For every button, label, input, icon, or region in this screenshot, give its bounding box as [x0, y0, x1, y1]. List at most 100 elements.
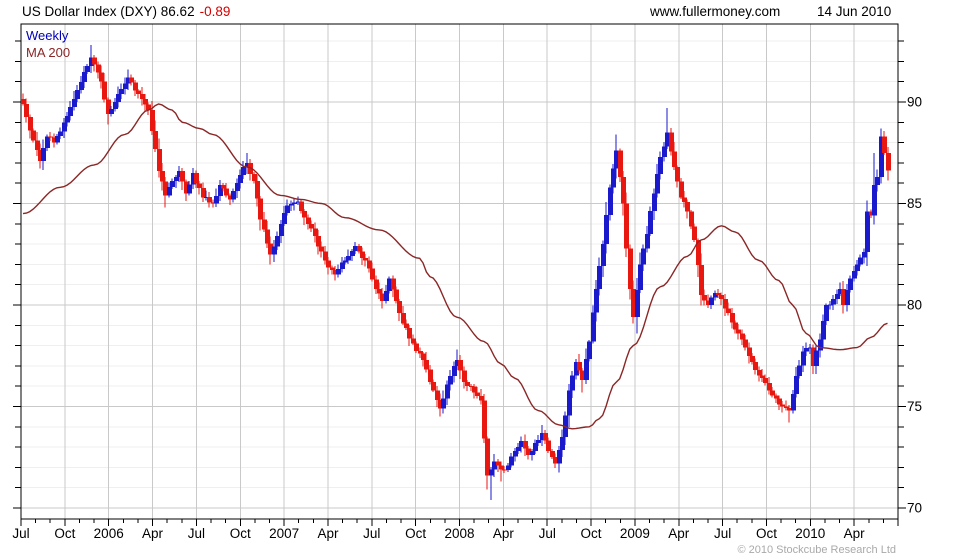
candle: [519, 436, 524, 453]
candle: [685, 199, 690, 219]
candle: [747, 342, 752, 364]
candle: [465, 380, 470, 392]
candle: [513, 447, 518, 462]
x-axis-label: Jul: [12, 526, 29, 541]
x-axis-label: Oct: [581, 526, 602, 541]
candle: [679, 177, 684, 200]
candle: [841, 280, 846, 314]
candle: [41, 139, 46, 170]
candle: [669, 127, 674, 156]
candle: [363, 254, 368, 267]
x-axis-label: Apr: [844, 526, 866, 541]
candle: [191, 168, 196, 189]
candle: [611, 164, 616, 194]
y-axis-label: 80: [907, 298, 922, 313]
candle: [526, 445, 531, 460]
candle: [530, 448, 535, 461]
candle: [784, 400, 789, 411]
candle: [614, 134, 619, 179]
candle: [546, 437, 551, 453]
candle: [177, 166, 182, 183]
x-axis-label: Apr: [317, 526, 339, 541]
candle: [326, 256, 331, 275]
candle: [848, 275, 853, 293]
candle: [99, 65, 104, 89]
candle: [479, 388, 484, 405]
candle: [445, 380, 450, 405]
candle: [353, 241, 358, 254]
candle: [153, 120, 158, 152]
x-axis-label: Apr: [493, 526, 515, 541]
x-axis-label: Oct: [405, 526, 426, 541]
candle: [401, 306, 406, 326]
candle: [384, 284, 389, 304]
candle: [218, 180, 223, 201]
candle: [211, 199, 216, 208]
x-axis-label: Jul: [363, 526, 380, 541]
candle: [648, 206, 653, 237]
candle: [235, 178, 240, 198]
candle: [282, 206, 287, 226]
candle: [777, 395, 782, 410]
candle: [858, 254, 863, 267]
candle: [275, 231, 280, 250]
candle: [753, 358, 758, 375]
candle: [92, 54, 97, 72]
candle: [496, 458, 501, 472]
candle: [672, 142, 677, 170]
candle: [862, 248, 867, 264]
candle: [726, 302, 731, 316]
candle: [170, 178, 175, 190]
candle: [567, 384, 572, 427]
candle: [330, 265, 335, 275]
instrument-title: US Dollar Index (DXY) 86.62: [22, 4, 195, 19]
candle: [255, 174, 260, 207]
candle: [407, 325, 412, 346]
candle: [774, 393, 779, 403]
candle: [289, 200, 294, 211]
candle: [641, 244, 646, 272]
candle: [113, 98, 118, 112]
candle: [709, 295, 714, 310]
candle: [52, 133, 57, 148]
candle: [618, 148, 623, 182]
candle: [540, 424, 545, 446]
candle: [730, 307, 735, 329]
candle: [733, 320, 738, 334]
candle: [719, 292, 724, 306]
candle: [38, 143, 43, 169]
candle: [635, 278, 640, 334]
candle: [285, 199, 290, 216]
candle: [801, 345, 806, 372]
y-axis-label: 90: [907, 95, 922, 110]
candle: [418, 347, 423, 358]
candle: [750, 352, 755, 365]
candle: [482, 393, 487, 443]
candle: [506, 463, 511, 472]
candle: [811, 344, 816, 375]
candle: [808, 343, 813, 354]
legend-weekly-label: Weekly: [26, 28, 69, 43]
candle: [845, 283, 850, 312]
candle: [231, 188, 236, 203]
candle: [306, 214, 311, 230]
candle: [201, 182, 206, 203]
x-axis-label: 2009: [620, 526, 650, 541]
candle: [89, 45, 94, 73]
candle: [140, 86, 145, 106]
candle: [828, 300, 833, 310]
candle: [370, 262, 375, 282]
candle: [126, 69, 131, 90]
candle: [536, 435, 541, 447]
candle: [252, 171, 257, 184]
candle: [492, 454, 497, 477]
candle: [855, 260, 860, 276]
candle: [689, 209, 694, 229]
candle: [879, 128, 884, 184]
candle: [628, 244, 633, 300]
candle: [696, 238, 701, 277]
candle: [296, 196, 301, 205]
candle: [835, 289, 840, 305]
candle: [106, 97, 111, 125]
